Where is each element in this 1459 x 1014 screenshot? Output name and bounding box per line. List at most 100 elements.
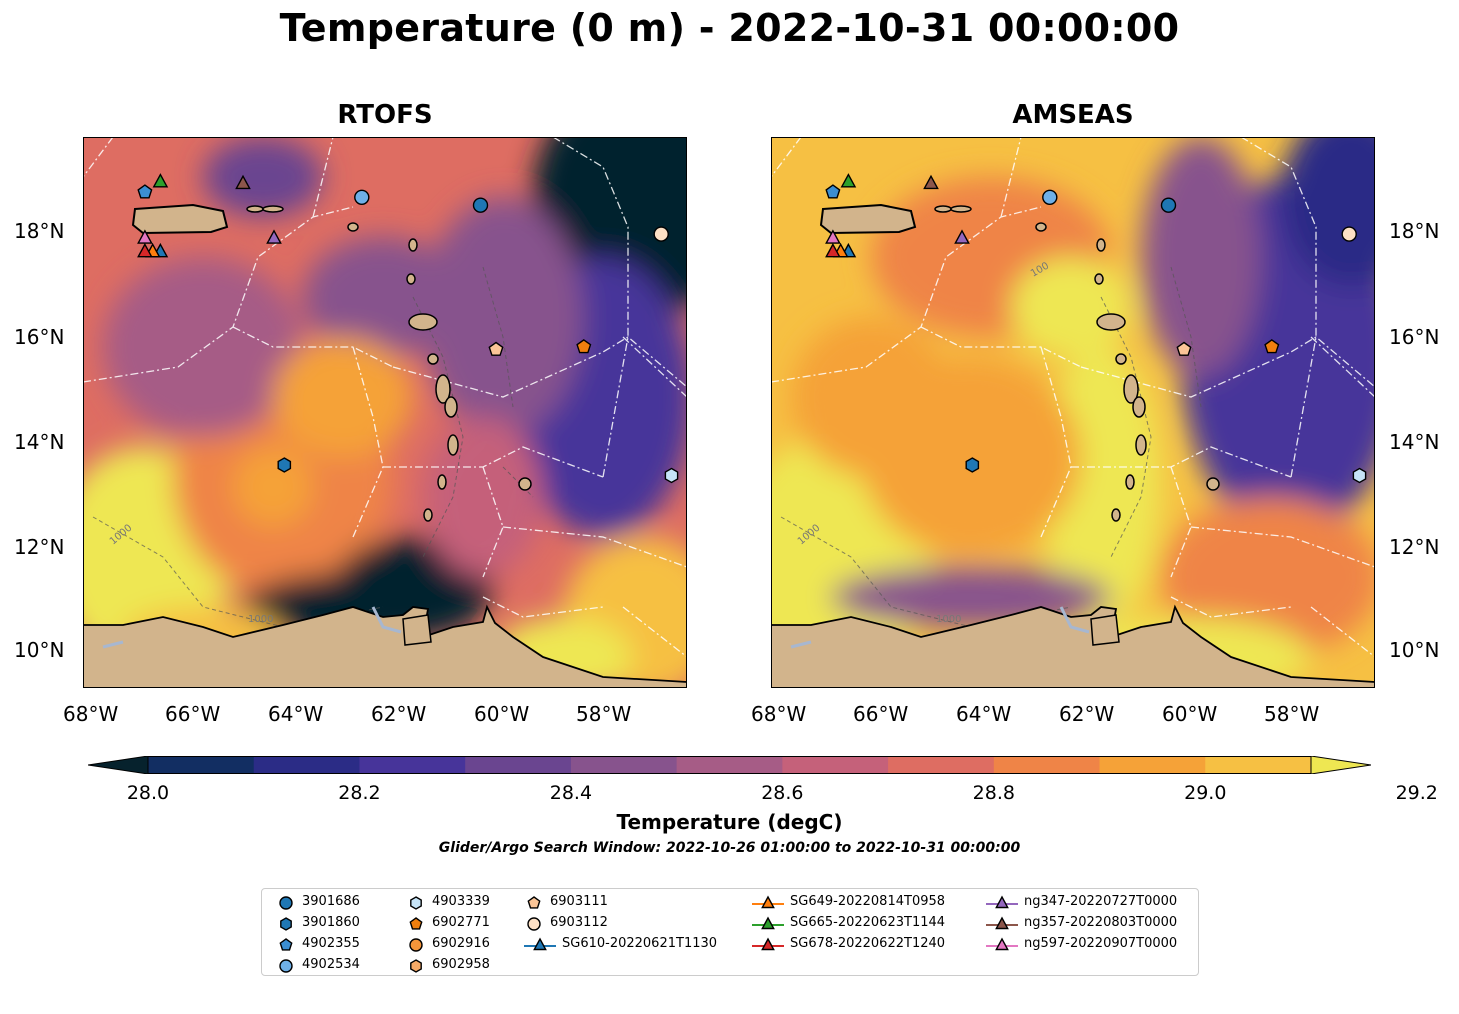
lon-tick-label: 66°W (853, 702, 909, 726)
marker-SG665-20220623T1144[interactable] (152, 173, 169, 188)
legend-item-label: 6902771 (432, 915, 490, 930)
amseas-map[interactable]: 1000 100 1000 (771, 137, 1375, 688)
marker-6903111[interactable] (488, 341, 504, 356)
figure-title: Temperature (0 m) - 2022-10-31 00:00:00 (279, 6, 1180, 50)
legend-item: 3901860 (276, 912, 360, 933)
triangle-marker-icon (524, 937, 556, 950)
legend-item: SG610-20220621T1130 (524, 933, 717, 954)
marker-4902355[interactable] (825, 184, 841, 199)
trinidad-land (402, 614, 432, 646)
legend-item-label: ng357-20220803T0000 (1024, 915, 1178, 930)
legend-item: 6902916 (406, 933, 490, 954)
legend-item-label: 6903112 (550, 915, 608, 930)
lat-tick-label: 14°N (1389, 430, 1440, 454)
hexagon-marker-icon (410, 958, 422, 973)
lon-tick-label: 64°W (268, 702, 324, 726)
legend-item-label: 6902958 (432, 957, 490, 972)
legend-item-label: 6902916 (432, 936, 490, 951)
legend-item: ng597-20220907T0000 (986, 933, 1177, 954)
legend-item-label: SG665-20220623T1144 (790, 915, 946, 930)
lat-tick-label: 18°N (1389, 219, 1440, 243)
legend-item-label: 3901686 (302, 894, 360, 909)
marker-6902771[interactable] (1264, 339, 1280, 354)
marker-4902534[interactable] (354, 189, 370, 205)
colorbar-segment (465, 756, 572, 774)
marker-ng597-20220907T0000[interactable] (137, 229, 153, 244)
legend-item: 6903111 (524, 891, 608, 912)
colorbar-label: Temperature (degC) (616, 810, 843, 834)
legend-item-label: 6903111 (550, 894, 608, 909)
marker-ng347-20220727T0000[interactable] (954, 229, 970, 244)
legend-item: 6902771 (406, 912, 490, 933)
panel-title-rtofs: RTOFS (337, 100, 433, 130)
marker-ng347-20220727T0000[interactable] (266, 229, 282, 244)
marker-6903112[interactable] (653, 226, 669, 242)
legend-item: 3901686 (276, 891, 360, 912)
circle-marker-icon (527, 916, 541, 931)
triangle-marker-icon (752, 916, 784, 929)
marker-SG678-20220622T1240[interactable] (825, 242, 841, 258)
rtofs-map[interactable]: 1000 1000 (83, 137, 687, 688)
lon-tick-label: 60°W (474, 702, 530, 726)
marker-SG678-20220622T1240[interactable] (137, 242, 153, 258)
lon-tick-label: 68°W (751, 702, 807, 726)
contour-label: 1000 (248, 614, 273, 625)
marker-ng357-20220803T0000[interactable] (235, 174, 251, 190)
marker-6903112[interactable] (1341, 226, 1357, 242)
lon-tick-label: 58°W (1264, 702, 1320, 726)
marker-4903339[interactable] (1352, 467, 1367, 484)
colorbar-segment (888, 756, 995, 774)
lon-tick-label: 58°W (576, 702, 632, 726)
lon-tick-label: 62°W (371, 702, 427, 726)
legend-item: 4903339 (406, 891, 490, 912)
colorbar-tick-label: 28.4 (549, 782, 593, 804)
colorbar-segment (570, 756, 678, 774)
colorbar-tick-label: 28.8 (972, 782, 1015, 804)
colorbar-segment (1205, 756, 1312, 774)
pentagon-marker-icon (279, 937, 293, 951)
panel-title-amseas: AMSEAS (1012, 100, 1134, 130)
marker-ng597-20220907T0000[interactable] (825, 229, 841, 244)
lat-tick-label: 12°N (1389, 535, 1440, 559)
colorbar-tick-label: 29.2 (1395, 782, 1438, 804)
marker-ng357-20220803T0000[interactable] (923, 174, 939, 190)
colorbar-segment (782, 756, 889, 774)
legend: 3901686 3901860 4902355 4902534 4903339 69027… (261, 888, 1199, 976)
colorbar (88, 756, 1371, 774)
lat-tick-label: 16°N (1389, 325, 1440, 349)
pentagon-marker-icon (527, 895, 541, 909)
colorbar-tick-label: 28.6 (761, 782, 804, 804)
colorbar-tick-label: 29.0 (1184, 782, 1227, 804)
marker-4902534[interactable] (1042, 189, 1058, 205)
marker-3901860[interactable] (277, 457, 292, 473)
lat-tick-label: 12°N (14, 535, 65, 559)
legend-item-label: 4902534 (302, 957, 360, 972)
legend-item-label: ng347-20220727T0000 (1024, 894, 1178, 909)
marker-4902355[interactable] (137, 184, 153, 199)
puerto-rico-land (819, 203, 917, 235)
lon-tick-label: 60°W (1162, 702, 1218, 726)
legend-item: 6902958 (406, 954, 490, 975)
marker-3901686[interactable] (472, 197, 489, 213)
marker-3901686[interactable] (1160, 197, 1177, 213)
marker-SG665-20220623T1144[interactable] (840, 173, 857, 188)
legend-item: 4902534 (276, 954, 360, 975)
marker-4903339[interactable] (664, 467, 679, 484)
legend-item: ng357-20220803T0000 (986, 912, 1177, 933)
trinidad-land (1090, 614, 1120, 646)
lon-tick-label: 64°W (956, 702, 1012, 726)
colorbar-segment (993, 756, 1101, 774)
triangle-marker-icon (752, 937, 784, 950)
colorbar-segment (359, 756, 466, 774)
legend-item: 4902355 (276, 933, 360, 954)
pentagon-marker-icon (409, 916, 423, 930)
marker-3901860[interactable] (965, 457, 980, 473)
marker-6902771[interactable] (576, 339, 592, 354)
circle-marker-icon (279, 895, 293, 910)
contour-label: 1000 (936, 614, 961, 625)
legend-item-label: 4902355 (302, 936, 360, 951)
hexagon-marker-icon (280, 916, 292, 931)
marker-6903111[interactable] (1176, 341, 1192, 356)
triangle-marker-icon (986, 937, 1018, 950)
rtofs-temperature-field: 1000 1000 (83, 137, 687, 688)
